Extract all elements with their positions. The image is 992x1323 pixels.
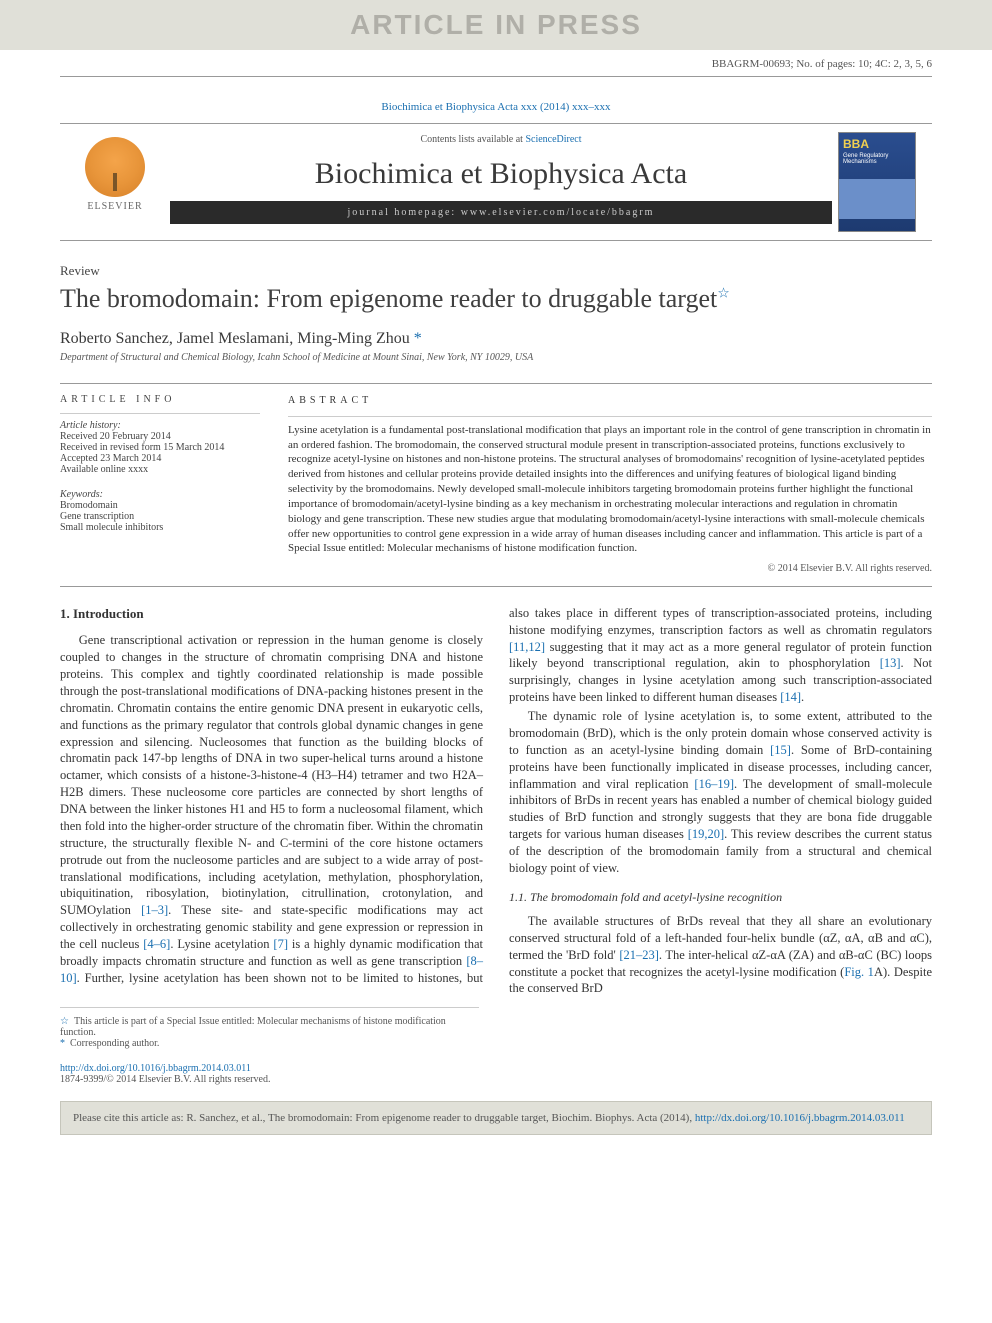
para-3: The dynamic role of lysine acetylation i…: [509, 708, 932, 877]
watermark-bar: ARTICLE IN PRESS: [0, 0, 992, 50]
authors: Roberto Sanchez, Jamel Meslamani, Ming-M…: [60, 320, 932, 352]
section-heading-1-1: 1.1. The bromodomain fold and acetyl-lys…: [509, 879, 932, 913]
history-label: Article history:: [60, 420, 260, 431]
contents-line: Contents lists available at ScienceDirec…: [170, 134, 832, 149]
article-title: The bromodomain: From epigenome reader t…: [60, 283, 932, 320]
cover-band: [839, 179, 915, 219]
masthead-right: BBA Gene Regulatory Mechanisms: [832, 124, 932, 240]
cover-subtitle: Gene Regulatory Mechanisms: [843, 153, 911, 165]
ref-link[interactable]: [14]: [780, 690, 801, 704]
ref-link[interactable]: [19,20]: [688, 827, 724, 841]
article-info: article info Article history: Received 2…: [60, 383, 270, 587]
author-names: Roberto Sanchez, Jamel Meslamani, Ming-M…: [60, 330, 410, 347]
elsevier-logo: ELSEVIER: [75, 137, 155, 227]
cite-doi-link[interactable]: http://dx.doi.org/10.1016/j.bbagrm.2014.…: [695, 1112, 905, 1124]
keyword-2: Gene transcription: [60, 511, 260, 522]
masthead-center: Contents lists available at ScienceDirec…: [170, 124, 832, 240]
top-rule: [60, 76, 932, 77]
info-label: article info: [60, 394, 260, 413]
affiliation: Department of Structural and Chemical Bi…: [60, 352, 932, 375]
ref-link[interactable]: [15]: [770, 743, 791, 757]
homepage-bar: journal homepage: www.elsevier.com/locat…: [170, 201, 832, 224]
ref-link[interactable]: [16–19]: [694, 777, 734, 791]
cite-prefix: Please cite this article as: R. Sanchez,…: [73, 1112, 695, 1124]
sciencedirect-link[interactable]: ScienceDirect: [525, 134, 581, 145]
para-4: The available structures of BrDs reveal …: [509, 913, 932, 997]
fig-link[interactable]: Fig. 1: [844, 965, 874, 979]
doi-block: http://dx.doi.org/10.1016/j.bbagrm.2014.…: [60, 1053, 932, 1091]
issn-line: 1874-9399/© 2014 Elsevier B.V. All right…: [60, 1074, 932, 1085]
cite-bar: Please cite this article as: R. Sanchez,…: [60, 1101, 932, 1135]
header-code: BBAGRM-00693; No. of pages: 10; 4C: 2, 3…: [60, 50, 932, 74]
title-star-icon: ☆: [717, 286, 730, 301]
corresponding-mark: *: [414, 330, 422, 347]
ref-link[interactable]: [13]: [880, 656, 901, 670]
journal-citation-link[interactable]: Biochimica et Biophysica Acta xxx (2014)…: [381, 101, 610, 113]
abstract-text: Lysine acetylation is a fundamental post…: [288, 416, 932, 557]
accepted: Accepted 23 March 2014: [60, 453, 260, 464]
abstract: abstract Lysine acetylation is a fundame…: [270, 383, 932, 587]
masthead: ELSEVIER Contents lists available at Sci…: [60, 123, 932, 241]
doi-link[interactable]: http://dx.doi.org/10.1016/j.bbagrm.2014.…: [60, 1063, 251, 1074]
ref-link[interactable]: [21–23]: [619, 948, 659, 962]
journal-citation-line: Biochimica et Biophysica Acta xxx (2014)…: [60, 79, 932, 123]
ref-link[interactable]: [7]: [273, 937, 288, 951]
cover-bba-label: BBA: [843, 137, 869, 151]
info-abstract-row: article info Article history: Received 2…: [60, 375, 932, 605]
journal-cover-thumb: BBA Gene Regulatory Mechanisms: [838, 132, 916, 232]
keyword-3: Small molecule inhibitors: [60, 522, 260, 533]
abstract-label: abstract: [288, 394, 932, 416]
keywords-label: Keywords:: [60, 489, 260, 500]
elsevier-tree-icon: [85, 137, 145, 197]
online: Available online xxxx: [60, 464, 260, 475]
star-footnote: ☆ This article is part of a Special Issu…: [60, 1016, 479, 1038]
corr-footnote: * Corresponding author.: [60, 1038, 479, 1049]
contents-prefix: Contents lists available at: [420, 134, 525, 145]
ref-link[interactable]: [1–3]: [141, 903, 168, 917]
revised: Received in revised form 15 March 2014: [60, 442, 260, 453]
publisher-name: ELSEVIER: [87, 201, 142, 212]
abstract-copyright: © 2014 Elsevier B.V. All rights reserved…: [288, 556, 932, 576]
publisher-logo-area: ELSEVIER: [60, 124, 170, 240]
title-text: The bromodomain: From epigenome reader t…: [60, 284, 717, 313]
journal-name: Biochimica et Biophysica Acta: [170, 149, 832, 197]
received: Received 20 February 2014: [60, 431, 260, 442]
ref-link[interactable]: [11,12]: [509, 640, 545, 654]
keyword-1: Bromodomain: [60, 500, 260, 511]
article-type: Review: [60, 241, 932, 283]
page: BBAGRM-00693; No. of pages: 10; 4C: 2, 3…: [60, 50, 932, 1135]
body-columns: 1. Introduction Gene transcriptional act…: [60, 605, 932, 998]
section-heading-1: 1. Introduction: [60, 605, 483, 633]
footnotes: ☆ This article is part of a Special Issu…: [60, 1007, 479, 1053]
ref-link[interactable]: [4–6]: [143, 937, 170, 951]
